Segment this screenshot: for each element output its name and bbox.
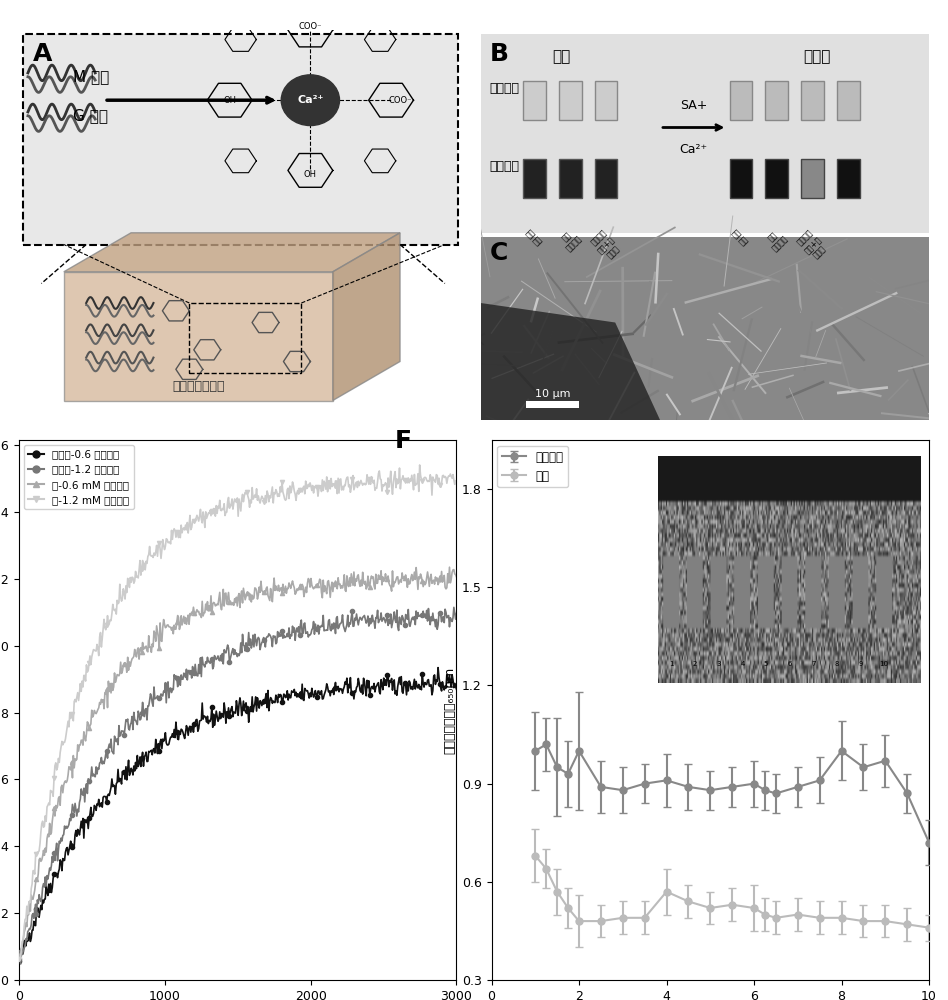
- Bar: [523, 81, 546, 120]
- Legend: 水凝胶-0.6 邻苯二胺, 水凝胶-1.2 邻苯二胺, 水-0.6 mM 邻苯二胺, 水-1.2 mM 邻苯二胺: 水凝胶-0.6 邻苯二胺, 水凝胶-1.2 邻苯二胺, 水-0.6 mM 邻苯二…: [24, 445, 134, 509]
- Text: 荧光
复合材料: 荧光 复合材料: [557, 227, 584, 254]
- Text: B: B: [490, 42, 509, 66]
- Bar: [559, 159, 581, 198]
- Bar: [525, 401, 579, 408]
- Text: OH: OH: [223, 96, 236, 105]
- Bar: [523, 159, 546, 198]
- Text: 紫外光下: 紫外光下: [490, 160, 520, 173]
- Text: Ca²⁺: Ca²⁺: [297, 95, 323, 105]
- Text: F: F: [395, 429, 412, 453]
- Text: Ca²⁺: Ca²⁺: [680, 143, 708, 156]
- Text: 邻苯
二胺: 邻苯 二胺: [524, 227, 545, 247]
- Polygon shape: [333, 233, 400, 400]
- Text: SA+: SA+: [680, 99, 707, 112]
- Text: 水相: 水相: [553, 49, 571, 64]
- Bar: [481, 34, 929, 233]
- Bar: [837, 159, 860, 198]
- Text: 荧光复合
材料+邻
苯二胺: 荧光复合 材料+邻 苯二胺: [794, 227, 830, 262]
- Bar: [190, 303, 301, 373]
- Bar: [481, 237, 929, 420]
- Bar: [24, 34, 458, 244]
- Text: 自然光下: 自然光下: [490, 82, 520, 95]
- Polygon shape: [64, 272, 333, 400]
- Text: 荧光复合
材料+邻
苯二胺: 荧光复合 材料+邻 苯二胺: [589, 227, 624, 262]
- Text: COO⁻: COO⁻: [299, 22, 322, 31]
- Text: 10 μm: 10 μm: [535, 389, 570, 399]
- Bar: [837, 81, 860, 120]
- Legend: 水凝胶相, 水相: 水凝胶相, 水相: [498, 446, 568, 487]
- Bar: [559, 81, 581, 120]
- Text: 凝胶相: 凝胶相: [803, 49, 830, 64]
- Bar: [730, 81, 752, 120]
- Text: 荧光
复合材料: 荧光 复合材料: [763, 227, 790, 254]
- Text: M 单元: M 单元: [73, 69, 109, 84]
- Bar: [765, 159, 788, 198]
- Y-axis label: 归一化荧光强度₆₅₀nm: 归一化荧光强度₆₅₀nm: [444, 666, 456, 754]
- Bar: [730, 159, 752, 198]
- Polygon shape: [64, 233, 400, 272]
- Text: 海藻酸钓水凝胶: 海藻酸钓水凝胶: [172, 380, 225, 393]
- Polygon shape: [481, 303, 660, 420]
- Text: OH: OH: [304, 170, 317, 179]
- Circle shape: [282, 75, 339, 126]
- Bar: [801, 81, 824, 120]
- Bar: [595, 159, 617, 198]
- Bar: [765, 81, 788, 120]
- Text: A: A: [32, 42, 52, 66]
- Text: G 单元: G 单元: [73, 108, 108, 123]
- Text: COO⁻: COO⁻: [389, 96, 411, 105]
- Text: 邻苯
二胺: 邻苯 二胺: [731, 227, 751, 247]
- Bar: [801, 159, 824, 198]
- Bar: [595, 81, 617, 120]
- Text: C: C: [490, 241, 508, 265]
